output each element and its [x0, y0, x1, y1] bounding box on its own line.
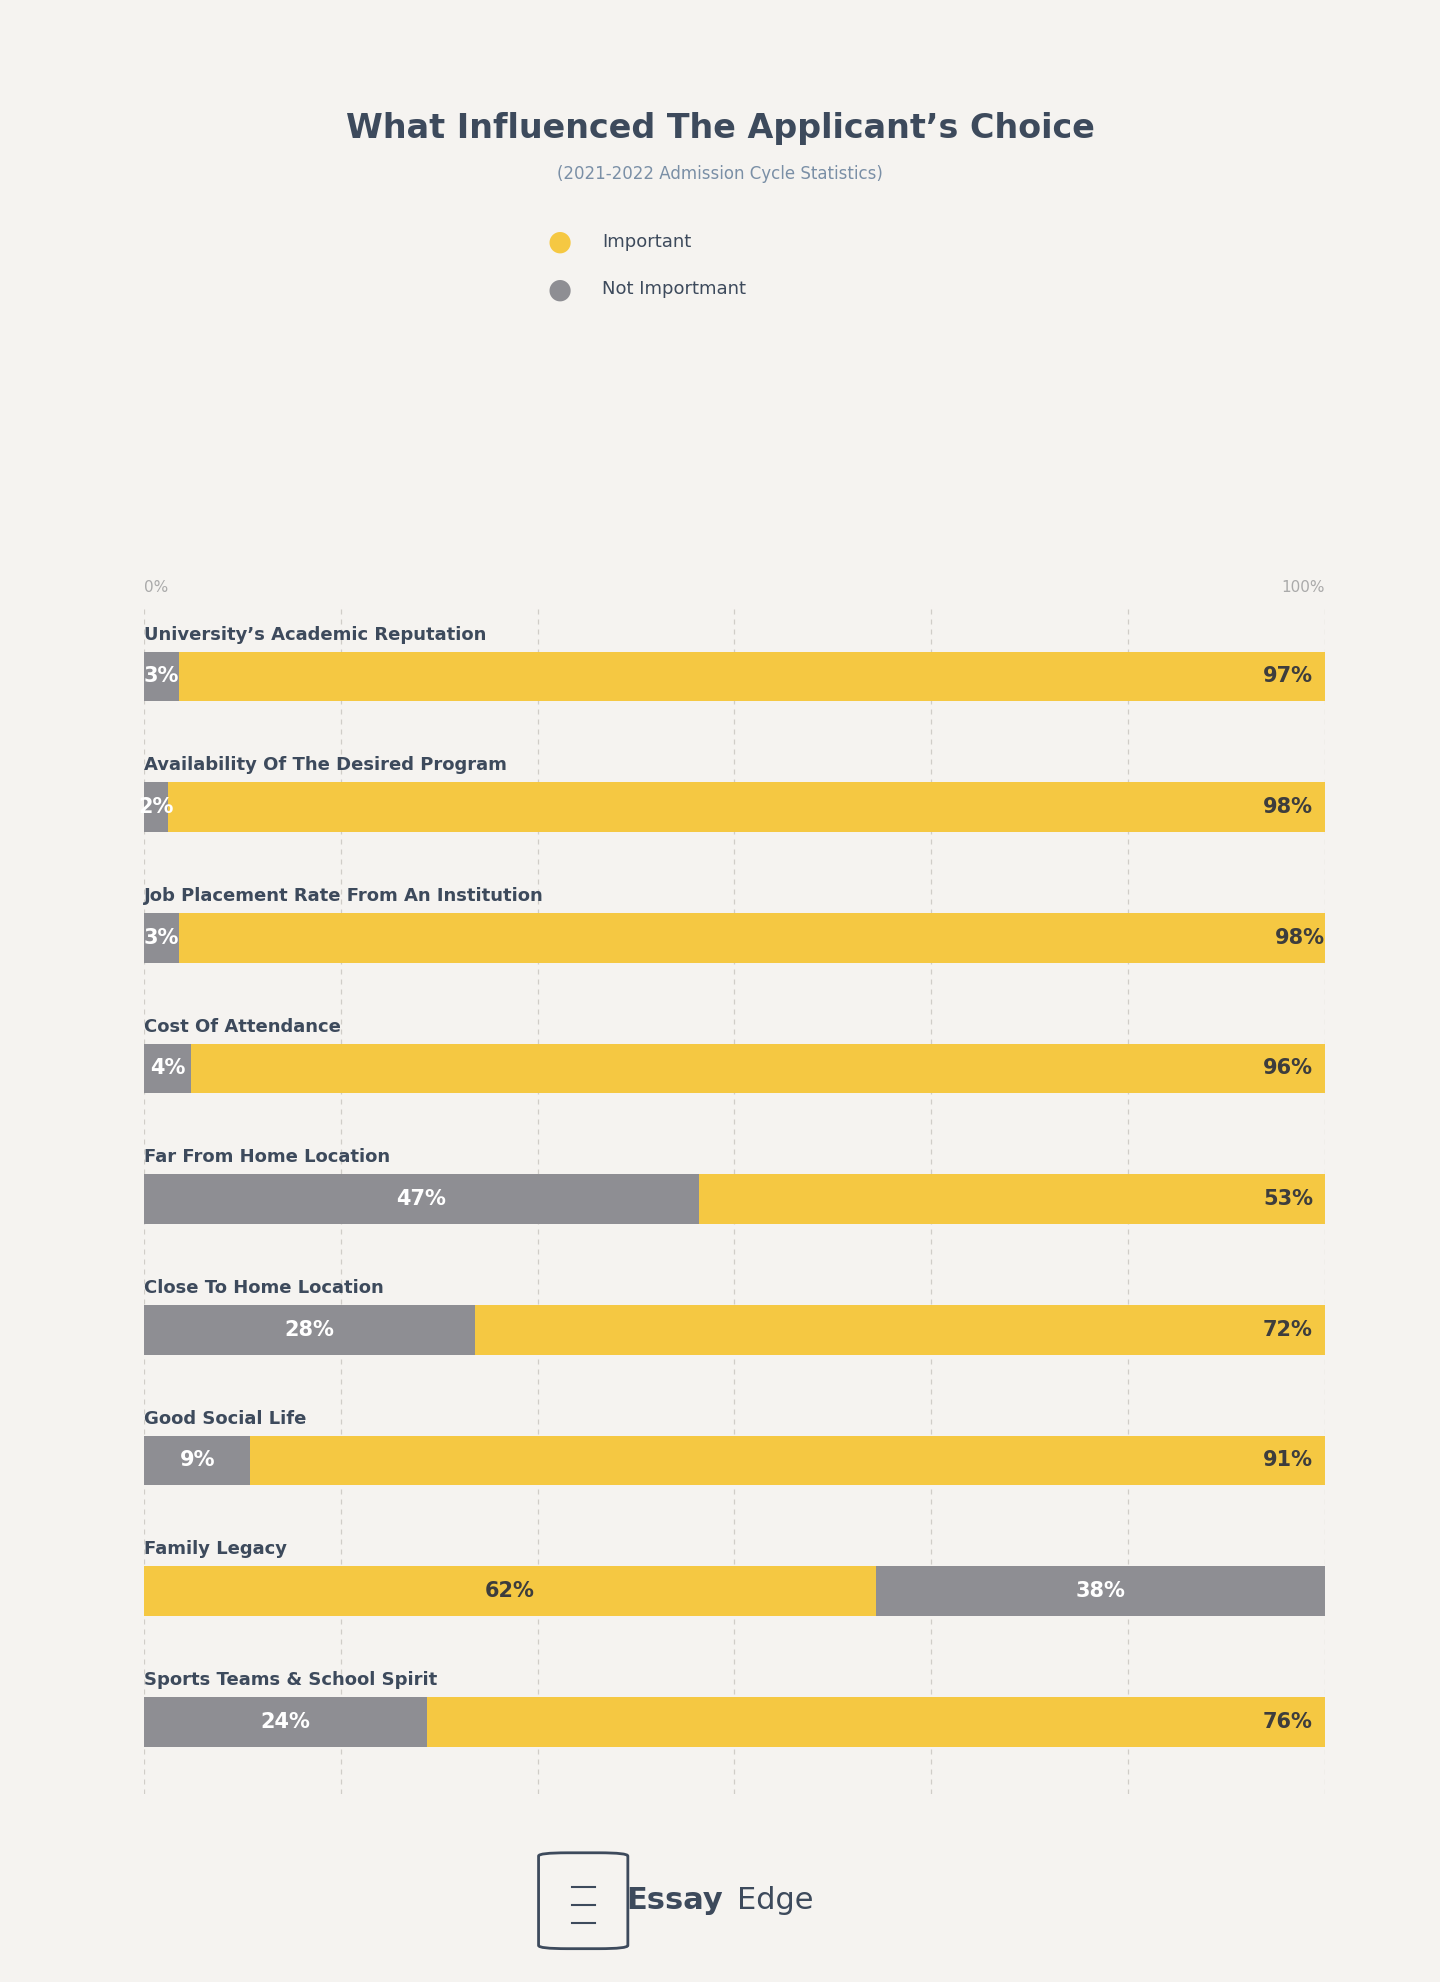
Bar: [144, 1697, 428, 1746]
Bar: [876, 1566, 1325, 1615]
Text: 2%: 2%: [138, 797, 173, 817]
Text: 4%: 4%: [150, 1058, 186, 1078]
Text: 98%: 98%: [1263, 797, 1313, 817]
Text: (2021-2022 Admission Cycle Statistics): (2021-2022 Admission Cycle Statistics): [557, 165, 883, 184]
Text: Not Importmant: Not Importmant: [602, 279, 746, 299]
Bar: [167, 783, 1325, 832]
Bar: [144, 652, 180, 702]
Text: Family Legacy: Family Legacy: [144, 1540, 287, 1558]
Text: 38%: 38%: [1076, 1582, 1126, 1601]
Text: 72%: 72%: [1263, 1320, 1313, 1340]
Text: 9%: 9%: [180, 1451, 215, 1471]
Text: 96%: 96%: [1263, 1058, 1313, 1078]
Text: 62%: 62%: [485, 1582, 536, 1601]
Text: 97%: 97%: [1263, 666, 1313, 686]
Text: 24%: 24%: [261, 1712, 311, 1732]
Text: ●: ●: [547, 228, 572, 256]
Text: University’s Academic Reputation: University’s Academic Reputation: [144, 626, 487, 644]
Bar: [144, 1566, 876, 1615]
Text: Good Social Life: Good Social Life: [144, 1409, 307, 1427]
Text: 28%: 28%: [284, 1320, 334, 1340]
Bar: [180, 652, 1325, 702]
Bar: [144, 1045, 192, 1094]
Text: Edge: Edge: [737, 1887, 814, 1915]
Text: 98%: 98%: [1274, 928, 1325, 947]
Text: Job Placement Rate From An Institution: Job Placement Rate From An Institution: [144, 888, 544, 906]
Text: Availability Of The Desired Program: Availability Of The Desired Program: [144, 757, 507, 775]
Text: 91%: 91%: [1263, 1451, 1313, 1471]
Bar: [475, 1304, 1325, 1354]
Text: Cost Of Attendance: Cost Of Attendance: [144, 1019, 341, 1037]
Text: ●: ●: [547, 275, 572, 303]
Bar: [144, 783, 167, 832]
Text: 47%: 47%: [396, 1189, 446, 1209]
Text: Far From Home Location: Far From Home Location: [144, 1148, 390, 1167]
Text: 53%: 53%: [1263, 1189, 1313, 1209]
Text: 0%: 0%: [144, 579, 168, 595]
Text: What Influenced The Applicant’s Choice: What Influenced The Applicant’s Choice: [346, 113, 1094, 145]
Bar: [180, 914, 1336, 963]
Text: 3%: 3%: [144, 928, 180, 947]
Text: 76%: 76%: [1263, 1712, 1313, 1732]
Bar: [251, 1435, 1325, 1485]
Text: Sports Teams & School Spirit: Sports Teams & School Spirit: [144, 1671, 438, 1689]
Bar: [144, 1435, 251, 1485]
Bar: [144, 914, 180, 963]
Bar: [192, 1045, 1325, 1094]
Text: Close To Home Location: Close To Home Location: [144, 1278, 383, 1296]
Text: Essay: Essay: [626, 1887, 723, 1915]
Bar: [428, 1697, 1325, 1746]
Text: 3%: 3%: [144, 666, 180, 686]
Text: 100%: 100%: [1282, 579, 1325, 595]
Bar: [144, 1304, 475, 1354]
Text: Important: Important: [602, 232, 691, 252]
Bar: [698, 1173, 1325, 1225]
Bar: [144, 1173, 698, 1225]
